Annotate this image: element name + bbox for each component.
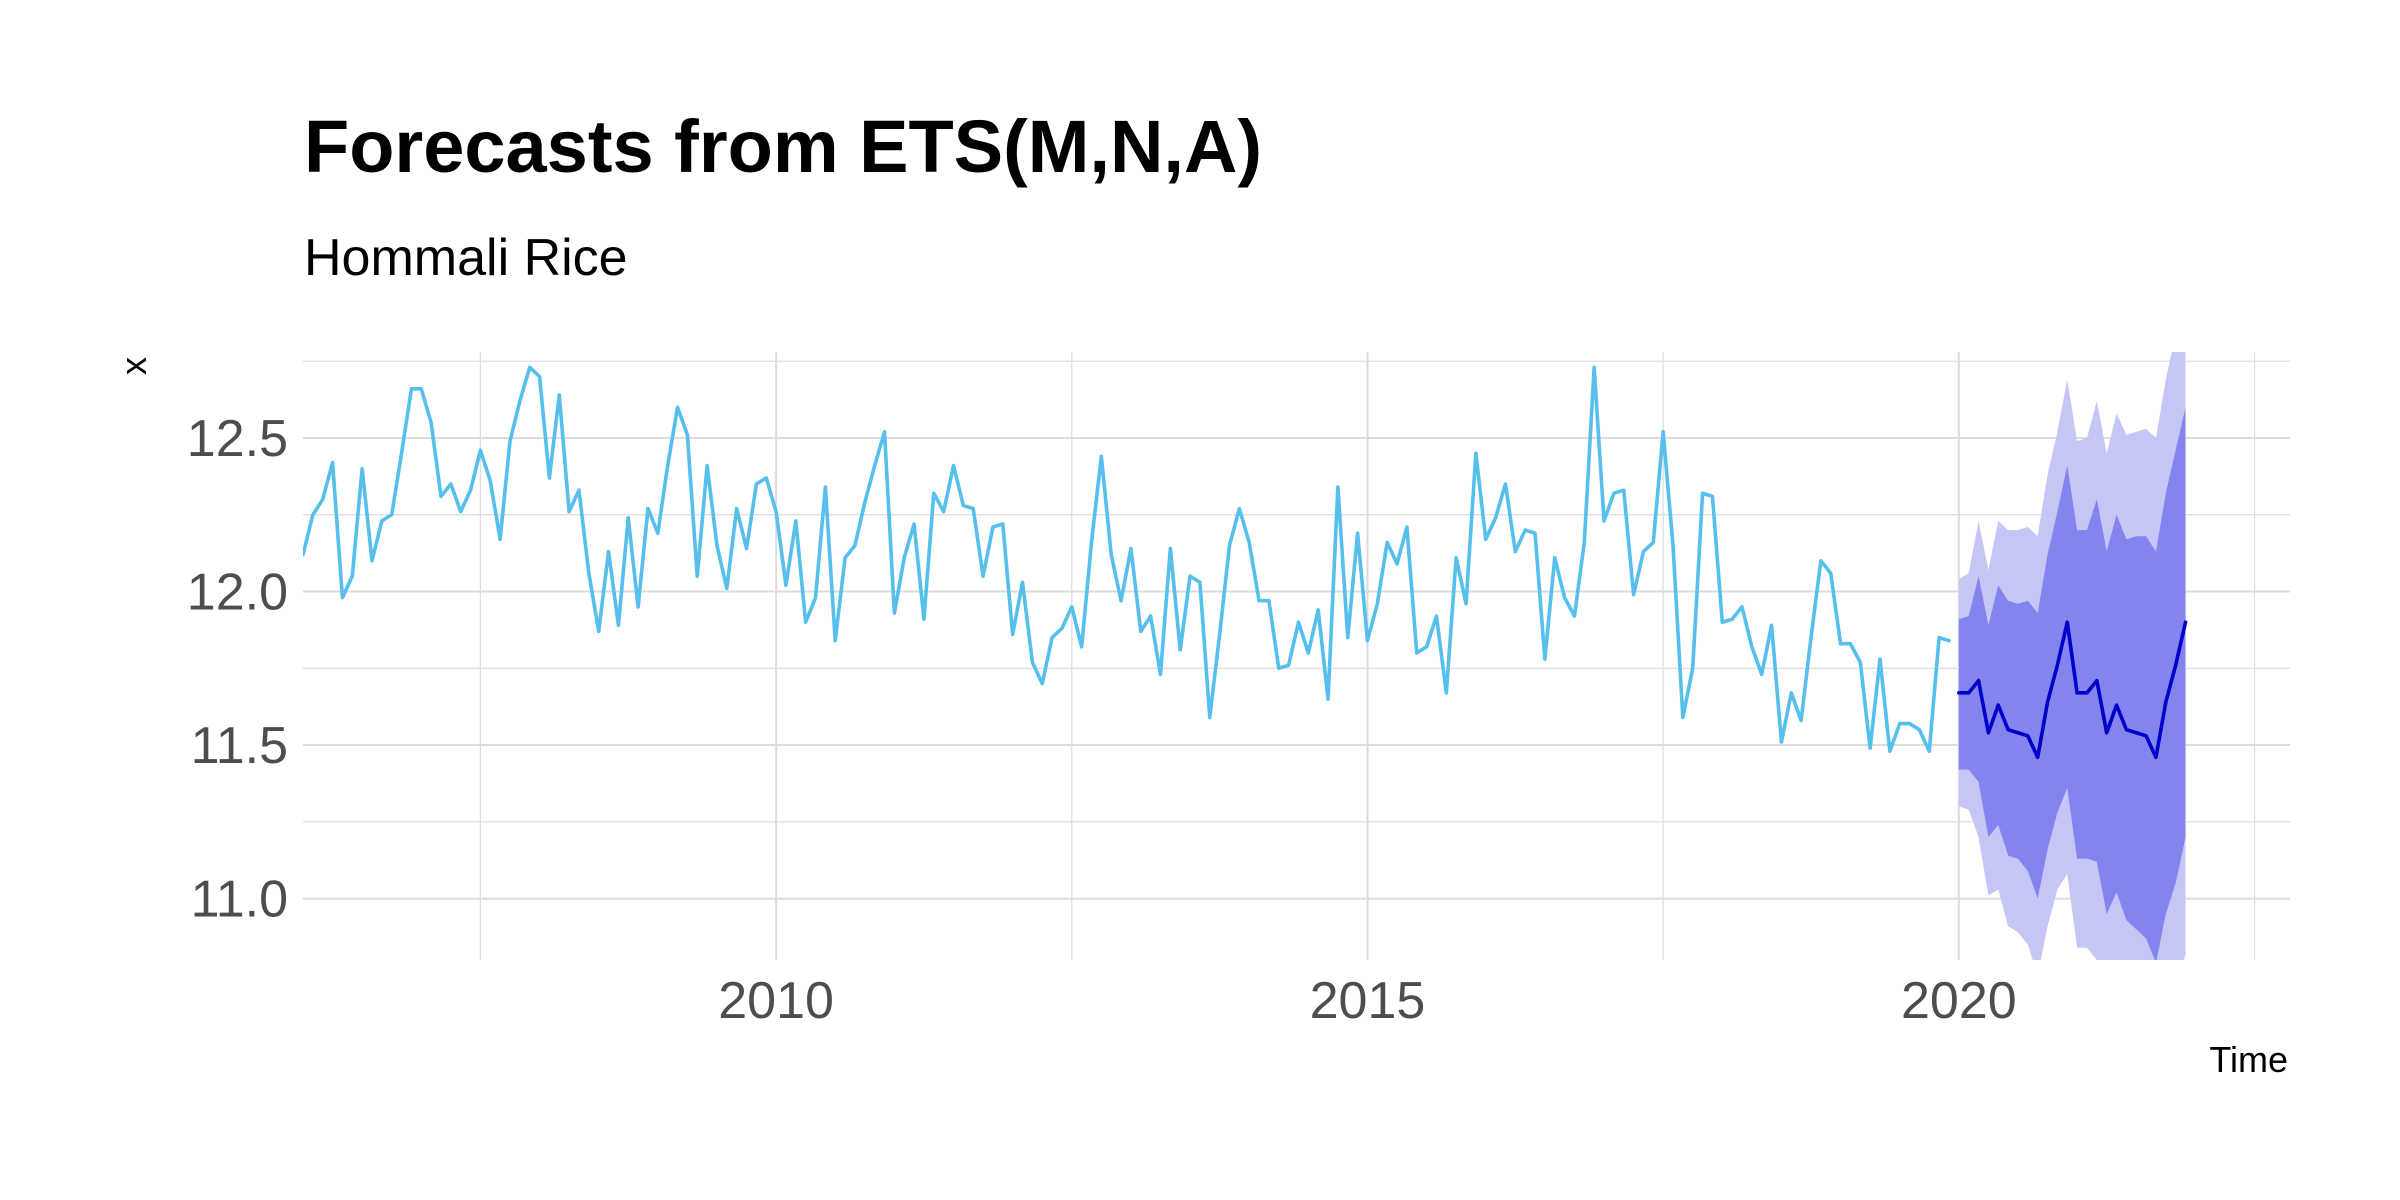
forecast-mean-line <box>1957 620 2188 760</box>
series-lines <box>303 365 2188 760</box>
y-tick-label: 11.5 <box>191 717 288 775</box>
prediction-intervals <box>1958 352 2186 960</box>
history-line <box>303 365 1951 753</box>
chart-title: Forecasts from ETS(M,N,A) <box>304 105 1263 188</box>
prediction-interval-80 <box>1958 407 2186 960</box>
x-axis-tick-labels: 2010 2015 2020 <box>718 972 2016 1030</box>
chart-subtitle: Hommali Rice <box>304 229 628 287</box>
y-tick-label: 12.5 <box>187 410 288 468</box>
x-axis-label: Time <box>2209 1039 2288 1080</box>
x-tick-label: 2010 <box>718 972 834 1030</box>
x-tick-label: 2015 <box>1310 972 1426 1030</box>
x-tick-label: 2020 <box>1901 972 2017 1030</box>
y-axis-label: x <box>113 357 154 375</box>
y-tick-label: 11.0 <box>191 871 288 929</box>
y-tick-label: 12.0 <box>187 564 288 622</box>
y-axis-tick-labels: 11.0 11.5 12.0 12.5 <box>187 410 288 929</box>
